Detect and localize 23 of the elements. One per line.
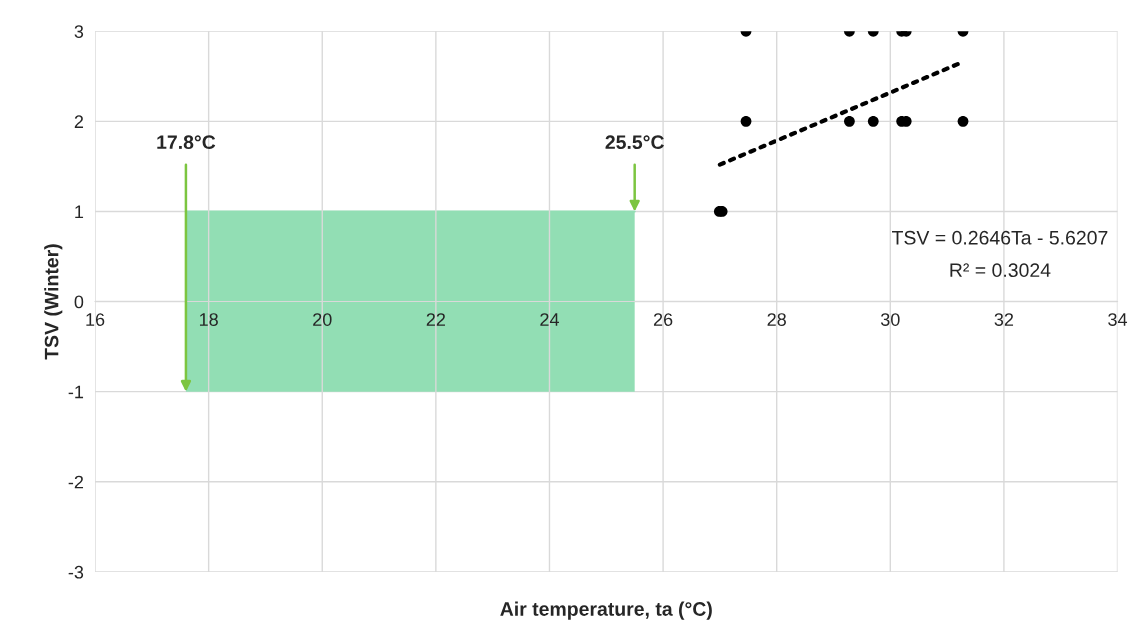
- annotation: 25.5°C: [605, 135, 664, 150]
- x-axis-title: Air temperature, ta (°C): [500, 601, 712, 620]
- x-tick-label: 32: [994, 313, 1014, 326]
- x-tick-label: 28: [767, 313, 786, 326]
- y-tick-label: 0: [74, 295, 84, 309]
- x-tick-label: 24: [540, 313, 559, 326]
- x-tick-label: 22: [426, 313, 445, 326]
- y-tick-label: -1: [68, 385, 84, 399]
- x-tick-label: 20: [313, 313, 332, 326]
- x-tick-label: 18: [199, 313, 218, 326]
- x-tick-label: 30: [880, 313, 900, 326]
- annotation: R² = 0.3024: [950, 263, 1051, 278]
- y-axis-title: TSV (Winter): [44, 244, 63, 360]
- y-tick-label: 2: [74, 115, 84, 128]
- annotation: 17.8°C: [157, 135, 216, 150]
- x-tick-label: 34: [1108, 313, 1128, 326]
- y-tick-label: -2: [68, 475, 84, 489]
- y-tick-label: 3: [74, 25, 84, 38]
- x-tick-label: 16: [86, 313, 105, 326]
- y-tick-label: 1: [75, 205, 84, 218]
- annotation: TSV = 0.2646Ta - 5.6207: [892, 230, 1108, 245]
- x-tick-label: 26: [653, 313, 673, 326]
- y-tick-label: -3: [68, 565, 84, 579]
